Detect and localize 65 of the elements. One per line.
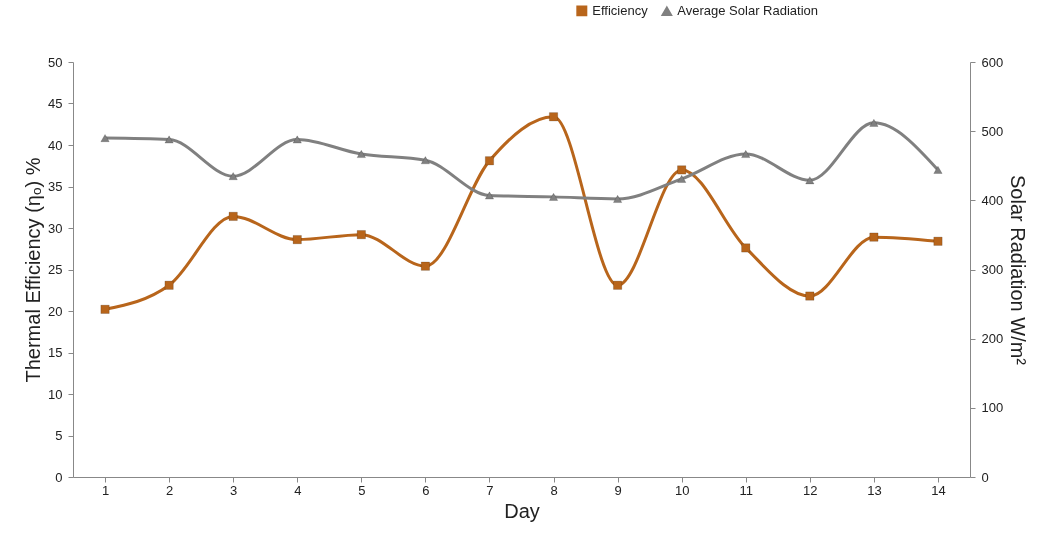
point: [485, 191, 494, 200]
x-tick-label: 6: [422, 482, 430, 498]
x-tick-label: 3: [230, 482, 238, 498]
y2-tick-label: 200: [981, 331, 1004, 347]
y2-tick-label: 500: [981, 123, 1004, 139]
y-tick-label: 10: [48, 386, 63, 402]
x-axis-title: Day: [504, 499, 540, 522]
point: [805, 176, 815, 185]
point: [613, 195, 623, 203]
point: [933, 236, 943, 246]
y2-axis-title: Solar Radiation W/m²: [1007, 174, 1030, 366]
x-tick-label: 5: [358, 482, 366, 498]
point: [485, 156, 494, 166]
point: [292, 135, 302, 144]
point: [933, 166, 943, 174]
point: [805, 291, 815, 301]
y-tick-label: 50: [48, 54, 63, 70]
y2-tick-label: 600: [981, 54, 1004, 70]
y-axis-title: Thermal Efficiency (ηₒ) %: [22, 157, 45, 383]
point: [420, 261, 430, 271]
y-tick-label: 45: [48, 96, 63, 111]
x-tick-label: 12: [803, 482, 818, 498]
point: [228, 172, 238, 180]
x-tick-label: 11: [739, 482, 753, 498]
x-tick-label: 1: [101, 482, 110, 498]
point: [613, 280, 623, 290]
y-tick-label: 40: [48, 137, 63, 153]
point: [420, 156, 430, 165]
y-tick-label: 35: [48, 179, 63, 194]
x-tick-label: 10: [674, 482, 690, 498]
y-tick-label: 5: [55, 428, 63, 443]
y-tick-label: 20: [48, 303, 63, 319]
y2-tick-label: 0: [981, 469, 989, 485]
y-tick-label: 30: [48, 220, 63, 236]
y2-tick-label: 100: [981, 400, 1004, 416]
point: [164, 280, 174, 290]
point: [549, 112, 558, 122]
x-tick-label: 2: [165, 482, 174, 498]
x-tick-label: 13: [867, 482, 882, 498]
x-tick-label: 4: [294, 482, 302, 498]
point: [869, 118, 879, 127]
point: [677, 165, 687, 175]
x-tick-label: 14: [931, 482, 946, 498]
y-tick-label: 15: [48, 345, 63, 360]
point: [292, 235, 302, 245]
x-tick-label: 7: [486, 482, 494, 498]
y-tick-label: 0: [55, 469, 63, 485]
legend-label: Efficiency: [592, 2, 649, 18]
point: [356, 230, 366, 240]
point: [100, 304, 110, 314]
x-tick-label: 9: [614, 482, 622, 498]
point: [741, 150, 751, 158]
y2-tick-label: 400: [981, 192, 1004, 208]
point: [356, 150, 366, 158]
x-tick-label: 8: [550, 482, 558, 498]
point: [164, 135, 174, 144]
point: [869, 232, 879, 242]
point: [741, 243, 751, 253]
point: [100, 134, 110, 142]
legend-label: Average Solar Radiation: [677, 3, 819, 19]
point: [228, 211, 238, 221]
y2-tick-label: 300: [981, 262, 1004, 277]
point: [677, 175, 687, 183]
y-tick-label: 25: [48, 262, 63, 277]
point: [549, 193, 558, 201]
